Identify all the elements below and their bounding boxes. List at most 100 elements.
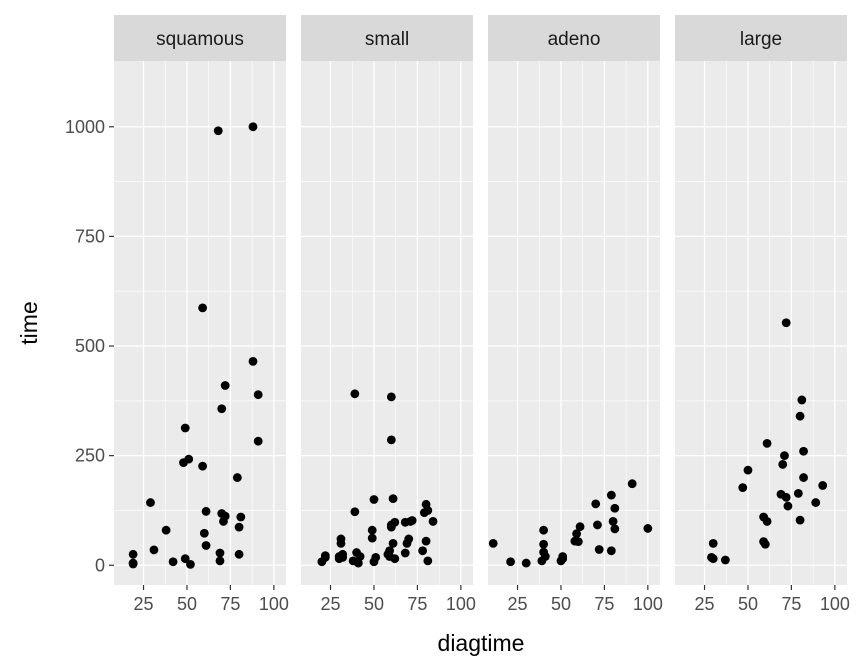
- data-point: [608, 517, 618, 526]
- data-point: [521, 558, 531, 568]
- data-point: [627, 479, 637, 489]
- data-point: [386, 392, 396, 402]
- data-point: [606, 490, 616, 500]
- x-tick-label: 25: [695, 594, 715, 614]
- y-tick-label: 1000: [65, 117, 105, 137]
- data-point: [201, 541, 211, 550]
- data-point: [811, 498, 821, 507]
- data-point: [428, 517, 438, 526]
- data-point: [799, 446, 808, 456]
- data-point: [199, 528, 209, 538]
- data-point: [421, 536, 431, 546]
- data-point: [762, 438, 772, 448]
- data-point: [388, 494, 398, 504]
- data-point: [215, 556, 225, 566]
- data-point: [371, 552, 381, 562]
- data-point: [738, 483, 748, 493]
- x-tick-label: 100: [633, 594, 663, 614]
- facet-strip-label: large: [740, 29, 782, 50]
- x-tick-label: 75: [594, 594, 614, 614]
- data-point: [350, 507, 360, 517]
- x-tick-label: 25: [508, 594, 528, 614]
- data-point: [404, 534, 414, 544]
- data-point: [253, 436, 263, 446]
- x-tick-label: 50: [551, 594, 571, 614]
- data-point: [781, 492, 791, 502]
- facet-panel-squamous: squamous 25 50 75 100: [114, 15, 289, 614]
- data-point: [743, 465, 753, 475]
- y-axis-title: time: [16, 301, 42, 344]
- data-point: [643, 524, 653, 533]
- data-point: [572, 529, 582, 539]
- data-point: [708, 554, 718, 564]
- data-point: [488, 538, 498, 548]
- data-point: [780, 451, 789, 461]
- data-point: [180, 423, 190, 433]
- x-tick-label: 100: [446, 594, 476, 614]
- x-axis-title: diagtime: [438, 630, 525, 656]
- data-point: [248, 356, 258, 366]
- data-point: [762, 517, 772, 526]
- data-point: [336, 538, 346, 548]
- data-point: [184, 454, 194, 464]
- panel-background: [114, 61, 286, 585]
- facet-strip: [488, 15, 660, 61]
- data-point: [161, 525, 171, 535]
- data-point: [146, 498, 155, 507]
- data-point: [793, 488, 803, 498]
- data-point: [236, 512, 246, 522]
- data-point: [320, 551, 330, 561]
- y-tick-label: 0: [95, 555, 105, 575]
- data-point: [248, 122, 258, 132]
- data-point: [367, 533, 377, 543]
- data-point: [215, 548, 225, 558]
- data-point: [540, 552, 550, 561]
- data-point: [591, 499, 601, 509]
- data-point: [575, 522, 585, 532]
- data-point: [220, 381, 230, 390]
- data-point: [198, 303, 208, 313]
- facet-strip: [675, 15, 847, 61]
- panel-background: [675, 61, 847, 585]
- facet-panel-small: small 25 50 75 100: [301, 15, 476, 614]
- data-point: [186, 559, 195, 569]
- data-point: [593, 520, 602, 530]
- data-point: [783, 501, 793, 511]
- facet-panel-adeno: adeno 25 50 75 100: [488, 15, 663, 614]
- panels-layer: squamous 25 50 75 100 small 25 50 75 100 adeno 25 50…: [114, 15, 850, 614]
- facet-strip-label: small: [365, 29, 409, 50]
- data-point: [606, 546, 616, 556]
- x-tick-label: 50: [738, 594, 758, 614]
- data-point: [386, 435, 396, 445]
- data-point: [781, 318, 791, 328]
- data-point: [594, 545, 604, 554]
- data-point: [234, 522, 244, 532]
- data-point: [253, 390, 263, 400]
- data-point: [198, 461, 208, 471]
- data-point: [418, 546, 428, 556]
- data-point: [423, 556, 433, 566]
- data-point: [220, 511, 230, 521]
- x-tick-label: 100: [259, 594, 289, 614]
- facet-strip-label: squamous: [156, 29, 244, 50]
- data-point: [168, 557, 178, 567]
- data-point: [201, 506, 211, 516]
- data-point: [778, 460, 788, 469]
- data-point: [795, 411, 805, 421]
- data-point: [128, 549, 138, 559]
- data-point: [795, 515, 805, 525]
- data-point: [369, 495, 379, 504]
- data-point: [558, 552, 568, 561]
- data-point: [355, 552, 365, 561]
- data-point: [423, 506, 433, 515]
- facet-strip: [114, 15, 286, 61]
- x-tick-label: 100: [820, 594, 850, 614]
- x-tick-label: 75: [781, 594, 801, 614]
- x-tick-label: 50: [364, 594, 384, 614]
- data-point: [149, 545, 159, 555]
- data-point: [407, 516, 417, 525]
- data-point: [217, 404, 227, 414]
- data-point: [390, 517, 400, 527]
- x-tick-label: 25: [134, 594, 154, 614]
